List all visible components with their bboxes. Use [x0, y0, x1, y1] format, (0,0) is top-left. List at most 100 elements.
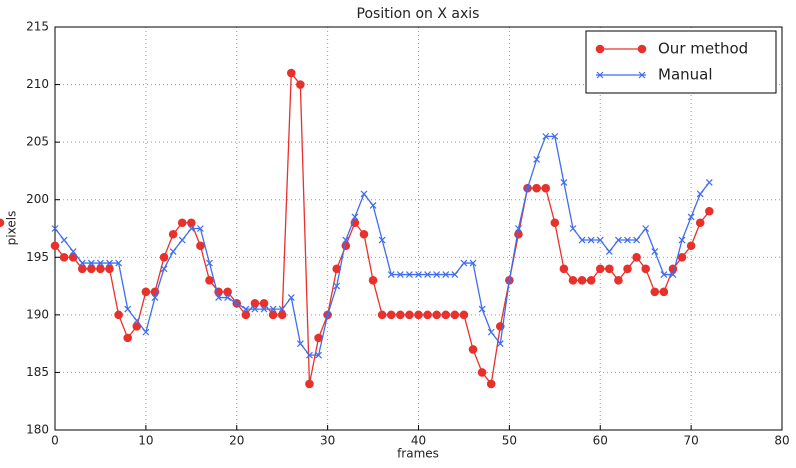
point — [559, 264, 569, 274]
point — [50, 241, 60, 251]
point — [251, 305, 259, 313]
point — [432, 310, 441, 320]
point — [259, 299, 269, 308]
point — [586, 276, 596, 285]
point — [142, 328, 150, 336]
point — [87, 259, 95, 267]
point — [560, 179, 568, 186]
point — [651, 248, 659, 255]
point — [532, 183, 541, 193]
point — [242, 305, 250, 313]
point — [505, 276, 513, 284]
point — [705, 179, 713, 186]
point — [51, 225, 59, 232]
point — [595, 264, 605, 274]
point — [60, 236, 68, 244]
point — [224, 294, 232, 302]
point — [169, 248, 177, 255]
x-tick-label: 70 — [683, 434, 698, 448]
point — [115, 259, 123, 267]
x-tick-label: 10 — [138, 434, 153, 448]
x-tick-label: 80 — [774, 434, 789, 448]
point — [442, 271, 450, 278]
point — [695, 218, 705, 228]
point — [396, 310, 405, 320]
point — [187, 225, 195, 232]
point — [686, 241, 696, 251]
legend-marker — [637, 44, 647, 54]
point — [660, 271, 668, 278]
point — [205, 276, 214, 285]
point — [177, 218, 187, 228]
x-tick-label: 20 — [229, 434, 244, 448]
chart-title: Position on X axis — [357, 6, 480, 22]
point — [123, 333, 132, 343]
point — [460, 259, 468, 267]
point — [405, 310, 414, 320]
point — [678, 236, 686, 244]
point — [424, 271, 432, 278]
point — [414, 310, 423, 320]
point — [69, 248, 77, 255]
point — [315, 351, 322, 359]
point — [196, 241, 205, 251]
point — [524, 184, 531, 192]
point — [705, 206, 714, 216]
legend-label: Manual — [658, 66, 713, 84]
point — [106, 259, 113, 267]
x-tick-label: 50 — [502, 434, 517, 448]
point — [178, 236, 186, 244]
point — [269, 305, 277, 313]
point — [632, 252, 641, 262]
y-tick-label: 200 — [26, 192, 49, 206]
point — [623, 264, 632, 274]
point — [650, 287, 660, 297]
point — [0, 218, 5, 228]
legend-marker — [596, 71, 604, 79]
point — [615, 236, 622, 244]
point — [105, 264, 114, 274]
point — [541, 183, 551, 193]
point — [296, 340, 304, 348]
point — [515, 225, 522, 232]
point — [378, 236, 386, 244]
point — [577, 276, 587, 285]
point — [451, 271, 459, 278]
point — [396, 271, 404, 278]
point — [387, 271, 395, 278]
point — [450, 310, 460, 320]
point — [215, 294, 222, 302]
x-tick-label: 0 — [51, 434, 59, 448]
series-line — [54, 135, 710, 356]
point — [351, 213, 359, 221]
y-tick-label: 185 — [26, 365, 49, 379]
point — [478, 305, 486, 313]
point — [114, 310, 123, 320]
point — [159, 252, 169, 262]
point — [187, 218, 196, 228]
point — [441, 310, 451, 320]
point — [415, 271, 422, 278]
legend-label: Our method — [658, 40, 748, 58]
point — [605, 248, 613, 255]
point — [687, 213, 695, 221]
point — [342, 236, 350, 244]
point — [423, 310, 432, 320]
point — [333, 282, 341, 290]
point — [696, 190, 704, 198]
point — [168, 229, 178, 239]
point — [377, 310, 387, 320]
y-tick-label: 215 — [26, 20, 49, 34]
point — [59, 252, 69, 262]
series-line — [54, 71, 710, 386]
point — [669, 271, 677, 278]
point — [196, 225, 204, 232]
point — [614, 276, 623, 285]
point — [659, 287, 669, 297]
point — [469, 259, 477, 267]
point — [278, 305, 286, 313]
point — [233, 299, 241, 307]
point — [477, 368, 487, 377]
point — [677, 252, 687, 262]
